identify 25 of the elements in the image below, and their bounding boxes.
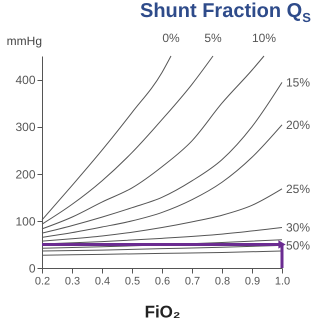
x-axis-title: FiO₂ [144,302,180,320]
x-tick-label: 0.6 [154,276,170,288]
y-tick-label: 0 [28,262,36,276]
x-tick-label: 0.7 [184,276,200,288]
series-label: 15% [286,75,310,90]
x-tick-label: 0.3 [64,276,80,288]
x-tick-label: 0.2 [34,276,50,288]
y-axis-title: mmHg [6,34,42,48]
x-tick-label: 1.0 [274,276,290,288]
chart-title: Shunt Fraction Q$_{S}$ [140,0,311,25]
y-tick-label: 400 [15,73,36,88]
series-label: 50% [286,238,310,252]
series-label: 25% [286,182,310,196]
series-label: 10% [252,31,276,45]
series-label: 5% [204,31,222,45]
y-tick-label: 300 [15,120,36,134]
y-tick-label: 200 [15,167,36,182]
x-tick-label: 0.5 [124,276,140,288]
x-tick-label: 0.8 [214,276,230,288]
x-tick-label: 0.4 [94,276,110,288]
series-label: 20% [286,118,310,132]
series-label: 30% [286,220,310,234]
y-tick-label: 100 [15,214,36,228]
x-tick-label: 0.9 [244,276,260,288]
series-label: 0% [162,31,180,45]
